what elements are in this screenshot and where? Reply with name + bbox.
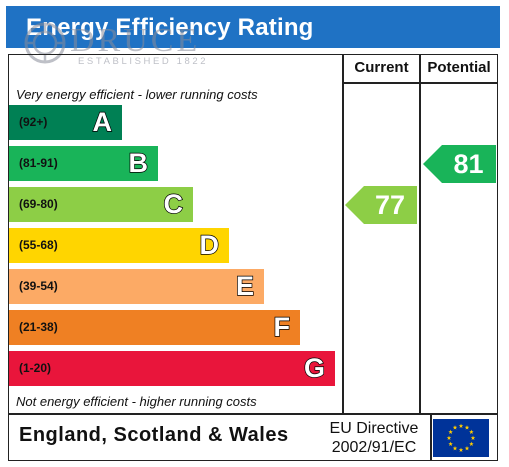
band-range-label: (69-80)	[19, 197, 58, 211]
eu-star-icon	[446, 435, 452, 440]
eu-flag-icon	[433, 419, 489, 457]
footer-flag-divider	[430, 413, 432, 461]
band-f: (21-38) F	[9, 310, 300, 345]
rating-frame	[8, 54, 498, 461]
band-letter-label: F	[273, 311, 291, 342]
watermark-name: DRUCE	[70, 22, 201, 59]
potential-rating-arrow-value: 81	[453, 149, 484, 179]
country-label: England, Scotland & Wales	[19, 424, 289, 446]
band-letter-label: E	[235, 270, 254, 301]
eu-directive: EU Directive 2002/91/EC	[320, 419, 428, 457]
footer-divider	[9, 413, 497, 415]
divider-current-left	[342, 54, 344, 413]
band-letter-label: C	[163, 188, 184, 219]
eu-star-icon	[448, 441, 453, 446]
note-top: Very energy efficient - lower running co…	[16, 87, 258, 102]
band-range-label: (81-91)	[19, 156, 58, 170]
eu-directive-line1: EU Directive	[329, 420, 419, 437]
eu-star-icon	[448, 429, 453, 434]
current-rating-arrow-value: 77	[374, 190, 406, 220]
current-rating-arrow-shape	[345, 186, 417, 224]
band-range-label: (55-68)	[19, 238, 58, 252]
band-range-label: (21-38)	[19, 320, 58, 334]
potential-rating-arrow-shape	[423, 145, 496, 183]
watermark: DRUCE ESTABLISHED 1822	[22, 14, 212, 70]
eu-star-icon	[469, 429, 474, 434]
eu-star-icon	[469, 441, 474, 446]
divider-potential-left	[419, 54, 421, 413]
header-divider	[343, 82, 497, 84]
current-rating-arrow: 77	[345, 186, 417, 224]
band-e: (39-54) E	[9, 269, 264, 304]
band-g: (1-20) G	[9, 351, 335, 386]
band-range-label: (1-20)	[19, 361, 52, 375]
title-bar: Energy Efficiency Rating	[6, 6, 500, 48]
eu-star-icon	[458, 423, 464, 428]
band-letter-label: D	[199, 229, 220, 260]
note-bottom: Not energy efficient - higher running co…	[16, 394, 257, 409]
potential-rating-arrow: 81	[423, 145, 496, 183]
band-range-label: (92+)	[19, 115, 48, 129]
band-range-label: (39-54)	[19, 279, 58, 293]
eu-star-icon	[464, 425, 470, 430]
watermark-established: ESTABLISHED 1822	[78, 56, 209, 67]
chart-title: Energy Efficiency Rating	[26, 14, 314, 41]
column-current-header: Current	[354, 59, 409, 76]
band-a: (92+) A	[9, 105, 122, 140]
band-letter-label: A	[92, 106, 113, 137]
band-letter-label: G	[303, 352, 325, 383]
eu-star-icon	[458, 447, 464, 452]
eu-star-icon	[452, 445, 458, 451]
band-d: (55-68) D	[9, 228, 229, 263]
eu-star-icon	[470, 435, 476, 440]
band-letter-label: B	[128, 147, 149, 178]
eu-directive-line2: 2002/91/EC	[331, 439, 417, 456]
band-b: (81-91) B	[9, 146, 158, 181]
eu-star-icon	[464, 445, 470, 451]
column-potential-header: Potential	[427, 59, 491, 76]
band-c: (69-80) C	[9, 187, 193, 222]
eu-star-icon	[452, 425, 458, 430]
